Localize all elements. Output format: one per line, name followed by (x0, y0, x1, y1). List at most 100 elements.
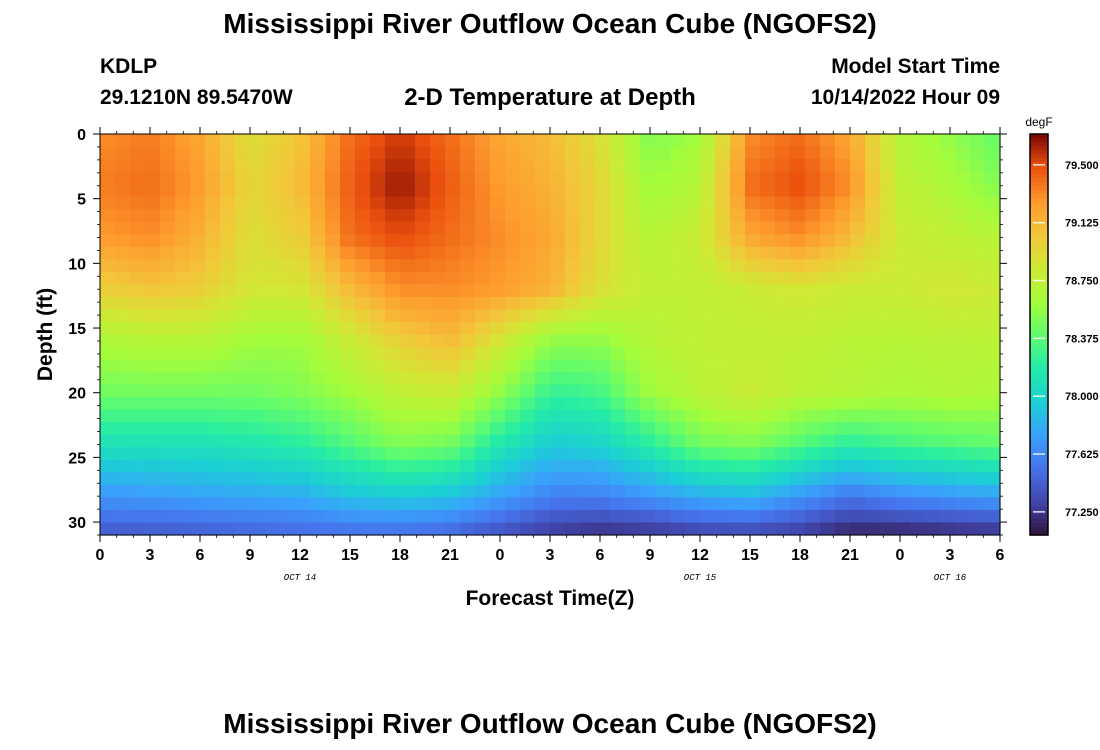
heatmap-cell (340, 397, 356, 411)
heatmap-cell (700, 522, 716, 536)
heatmap-cell (895, 472, 911, 486)
heatmap-cell (790, 159, 806, 173)
heatmap-cell (610, 522, 626, 536)
heatmap-cell (205, 234, 221, 248)
heatmap-cell (895, 209, 911, 223)
heatmap-cell (895, 434, 911, 448)
heatmap-cell (535, 146, 551, 160)
heatmap-cell (115, 359, 131, 373)
heatmap-cell (670, 246, 686, 260)
heatmap-cell (550, 384, 566, 398)
heatmap-cell (445, 296, 461, 311)
heatmap-cell (775, 296, 791, 311)
heatmap-cell (715, 209, 731, 223)
heatmap-cell (430, 134, 446, 148)
heatmap-cell (640, 246, 656, 260)
heatmap-cell (370, 334, 386, 348)
heatmap-cell (175, 347, 191, 361)
heatmap-cell (385, 409, 401, 423)
heatmap-cell (580, 221, 596, 235)
heatmap-cell (580, 459, 596, 473)
heatmap-cell (790, 321, 806, 336)
heatmap-cell (340, 309, 356, 323)
heatmap-cell (355, 209, 371, 223)
heatmap-cell (925, 259, 941, 273)
heatmap-cell (445, 397, 461, 411)
heatmap-cell (280, 321, 296, 336)
heatmap-cell (115, 397, 131, 411)
heatmap-cell (640, 221, 656, 235)
heatmap-cell (520, 484, 536, 499)
heatmap-cell (355, 146, 371, 160)
heatmap-cell (655, 246, 671, 260)
heatmap-cell (700, 196, 716, 210)
heatmap-cell (145, 196, 161, 210)
heatmap-cell (130, 159, 146, 173)
heatmap-cell (385, 459, 401, 473)
heatmap-cell (325, 259, 341, 273)
heatmap-cell (640, 409, 656, 423)
heatmap-cell (805, 296, 821, 311)
heatmap-cell (490, 372, 506, 386)
heatmap-cell (355, 184, 371, 198)
heatmap-cell (955, 246, 971, 260)
heatmap-cell (445, 271, 461, 285)
heatmap-cell (160, 171, 176, 185)
heatmap-cell (175, 309, 191, 323)
colorbar-segment (1030, 398, 1048, 404)
heatmap-cell (310, 522, 326, 536)
heatmap-cell (880, 296, 896, 311)
heatmap-cell (325, 159, 341, 173)
heatmap-cell (760, 234, 776, 248)
heatmap-cell (790, 509, 806, 524)
heatmap-cell (775, 447, 791, 461)
heatmap-cell (985, 347, 1001, 361)
heatmap-cell (400, 422, 416, 436)
heatmap-cell (430, 271, 446, 285)
heatmap-cell (850, 334, 866, 348)
colorbar-segment (1030, 226, 1048, 231)
heatmap-cell (640, 522, 656, 536)
heatmap-cell (595, 171, 611, 185)
heatmap-cell (220, 472, 236, 486)
heatmap-cell (715, 259, 731, 273)
heatmap-cell (220, 159, 236, 173)
colorbar-segment (1030, 358, 1048, 364)
heatmap-cell (475, 447, 491, 461)
heatmap-cell (310, 321, 326, 336)
heatmap-cell (310, 221, 326, 235)
heatmap-cell (130, 384, 146, 398)
heatmap-cell (835, 196, 851, 210)
heatmap-cell (460, 234, 476, 248)
heatmap-cell (625, 134, 641, 148)
heatmap-cell (445, 221, 461, 235)
heatmap-cell (280, 284, 296, 298)
heatmap-cell (895, 284, 911, 298)
heatmap-cell (850, 309, 866, 323)
heatmap-cell (865, 434, 881, 448)
heatmap-cell (460, 246, 476, 260)
heatmap-cell (985, 146, 1001, 160)
heatmap-cell (355, 271, 371, 285)
heatmap-cell (685, 171, 701, 185)
heatmap-cell (700, 484, 716, 499)
heatmap-cell (670, 359, 686, 373)
heatmap-cell (925, 246, 941, 260)
heatmap-cell (940, 184, 956, 198)
heatmap-cell (970, 459, 986, 473)
heatmap-cell (340, 146, 356, 160)
heatmap-cell (640, 384, 656, 398)
heatmap-cell (475, 284, 491, 298)
heatmap-cell (640, 171, 656, 185)
heatmap-cell (250, 522, 266, 536)
heatmap-cell (640, 309, 656, 323)
heatmap-cell (940, 246, 956, 260)
heatmap-cell (325, 422, 341, 436)
heatmap-cell (460, 447, 476, 461)
heatmap-cell (355, 522, 371, 536)
heatmap-cell (250, 434, 266, 448)
heatmap-cell (460, 384, 476, 398)
heatmap-cell (580, 271, 596, 285)
heatmap-cell (505, 397, 521, 411)
heatmap-cell (430, 459, 446, 473)
